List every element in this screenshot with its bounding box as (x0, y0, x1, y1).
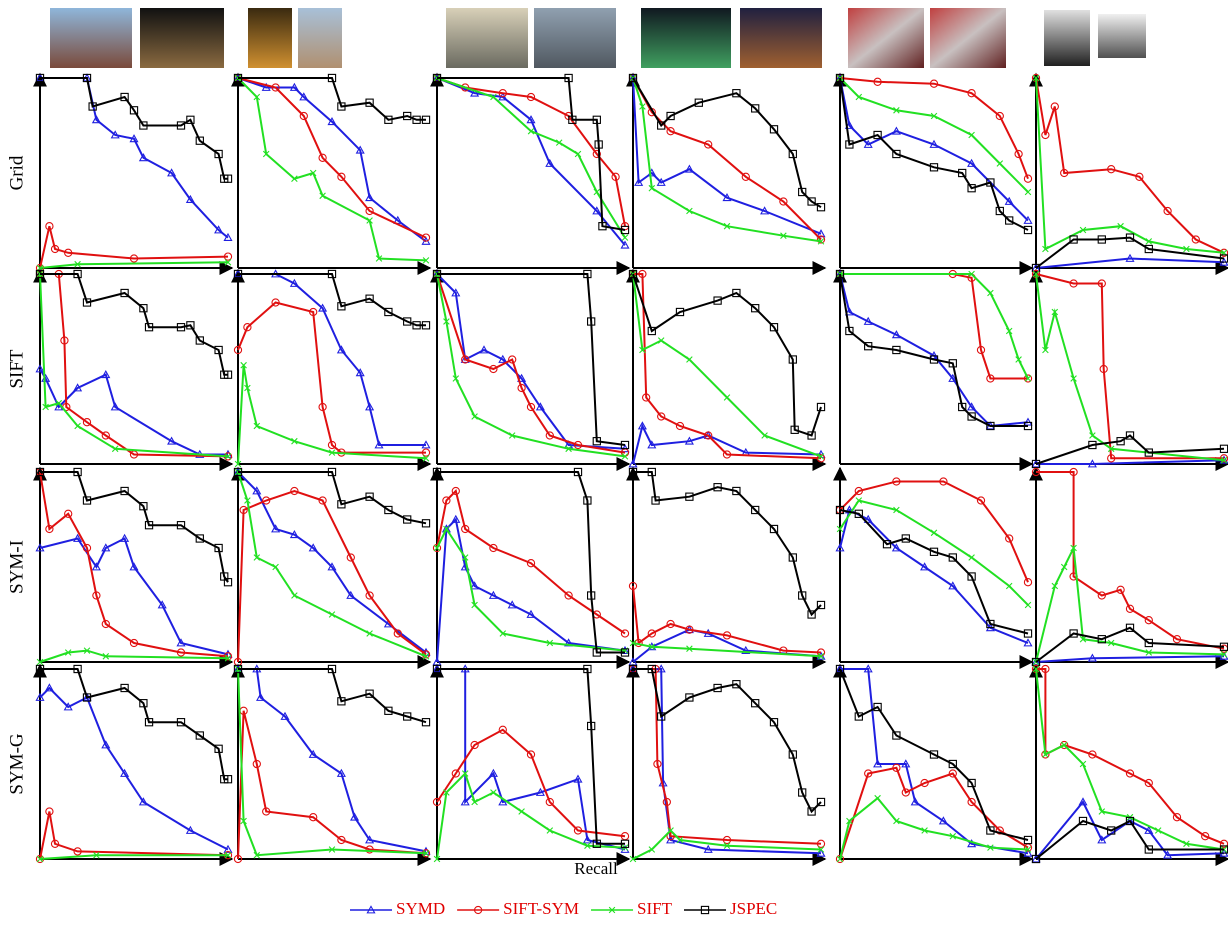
legend-label: JSPEC (730, 899, 777, 918)
series-line (437, 520, 625, 663)
image (930, 8, 1006, 68)
series-line (633, 274, 821, 436)
series-line (238, 711, 426, 859)
series-line (238, 472, 426, 523)
row-label: Grid (6, 155, 27, 190)
series-line (40, 688, 228, 850)
panel (437, 270, 629, 464)
image (446, 8, 528, 68)
series-line (633, 472, 821, 615)
figure: Recall Grid SIFT SYM-I SYM-G SYMD SIFT-SYM SIF… (0, 0, 1228, 945)
series-line (633, 78, 821, 240)
panel (40, 665, 232, 859)
marker (622, 235, 628, 241)
image (248, 8, 292, 68)
marker (75, 423, 81, 429)
panel (1036, 665, 1228, 859)
series-line (1036, 259, 1224, 269)
image (140, 8, 224, 68)
marker (969, 555, 975, 561)
panel (633, 270, 825, 464)
marker (1006, 583, 1012, 589)
x-axis-label: Recall (574, 859, 618, 878)
legend-label: SIFT-SYM (503, 899, 579, 918)
series-line (1036, 472, 1224, 649)
panel (1036, 270, 1228, 464)
row-label: SYM-I (6, 540, 27, 594)
series-line (238, 365, 426, 464)
image (1098, 14, 1146, 58)
series-line (840, 78, 1028, 192)
series-line (238, 669, 426, 851)
series-line (40, 274, 228, 375)
image (1044, 10, 1090, 66)
image (641, 8, 731, 68)
panel (40, 74, 232, 268)
legend-label: SYMD (396, 899, 445, 918)
marker (519, 809, 525, 815)
image (298, 8, 342, 68)
marker (1025, 602, 1031, 608)
marker (875, 795, 881, 801)
thumbnails (50, 8, 1146, 68)
panel (238, 665, 430, 859)
series-line (238, 491, 426, 662)
series-line (40, 369, 228, 455)
series-line (238, 78, 426, 260)
series-line (1036, 238, 1224, 268)
series-line (40, 539, 228, 655)
series-line (633, 831, 821, 860)
series-line (437, 78, 625, 245)
image (740, 8, 822, 68)
series-line (840, 798, 1028, 859)
marker (931, 530, 937, 536)
panel (238, 74, 430, 268)
series-line (840, 768, 1028, 859)
series-line (238, 274, 426, 445)
series-line (238, 669, 426, 855)
marker (687, 357, 693, 363)
series-line (238, 274, 426, 325)
panel (238, 270, 430, 464)
series-line (238, 669, 426, 722)
row-label: SIFT (6, 349, 27, 388)
series-line (238, 78, 426, 238)
panel (840, 270, 1032, 464)
series-line (437, 529, 625, 651)
series-line (840, 669, 1028, 853)
series-line (1036, 78, 1224, 253)
series-line (1036, 274, 1224, 458)
series-line (633, 669, 821, 853)
series-line (840, 510, 1028, 634)
row-label: SYM-G (6, 733, 27, 795)
series-line (40, 669, 228, 779)
series-line (40, 78, 228, 238)
series-line (1036, 78, 1224, 253)
panel (40, 270, 232, 464)
series-line (633, 643, 821, 656)
marker (1025, 189, 1031, 195)
series-line (633, 78, 821, 207)
series-line (840, 510, 1028, 643)
marker (997, 161, 1003, 167)
image (534, 8, 616, 68)
image (848, 8, 924, 68)
legend-label: SIFT (637, 899, 673, 918)
image (50, 8, 132, 68)
marker (724, 395, 730, 401)
panel (40, 468, 232, 662)
series-line (40, 78, 228, 179)
